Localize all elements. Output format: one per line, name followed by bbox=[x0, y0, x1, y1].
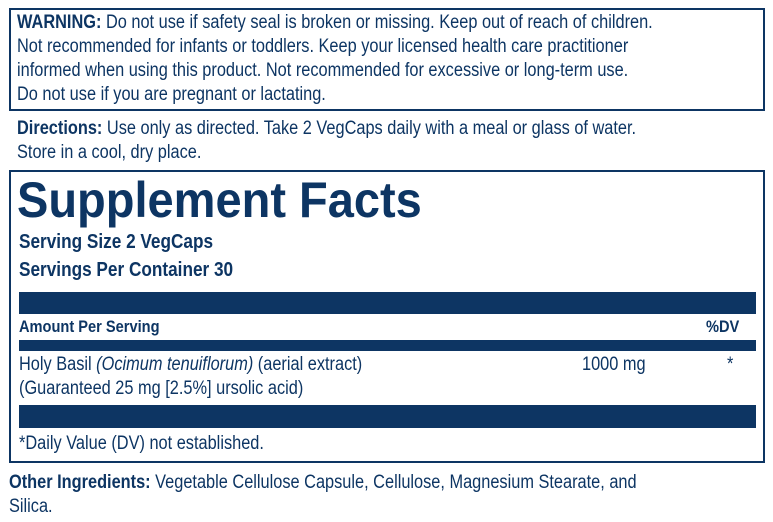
warning-line-3: informed when using this product. Not re… bbox=[17, 60, 629, 81]
thick-divider bbox=[19, 292, 756, 314]
supplement-facts-panel bbox=[9, 170, 765, 463]
other-ingredients-line-2: Silica. bbox=[9, 496, 53, 517]
serving-size: Serving Size 2 VegCaps bbox=[19, 231, 214, 253]
directions-text: Use only as directed. Take 2 VegCaps dai… bbox=[102, 118, 637, 139]
warning-line-1: WARNING: Do not use if safety seal is br… bbox=[17, 11, 653, 35]
warning-box bbox=[9, 8, 765, 111]
footnote: *Daily Value (DV) not established. bbox=[19, 433, 264, 454]
medium-divider bbox=[19, 340, 756, 351]
ingredient-note: (Guaranteed 25 mg [2.5%] ursolic acid) bbox=[19, 378, 304, 399]
facts-title: Supplement Facts bbox=[17, 172, 422, 228]
warning-label: WARNING: bbox=[17, 12, 102, 33]
other-ingredients-text: Vegetable Cellulose Capsule, Cellulose, … bbox=[150, 472, 637, 493]
warning-line-4: Do not use if you are pregnant or lactat… bbox=[17, 84, 326, 105]
amount-per-serving-header: Amount Per Serving bbox=[19, 317, 160, 336]
ingredient-latin-name: (Ocimum tenuiflorum) bbox=[96, 354, 254, 375]
ingredient-dv: * bbox=[727, 354, 734, 375]
other-ingredients-label: Other Ingredients: bbox=[9, 472, 151, 493]
ingredient-common-name: Holy Basil bbox=[19, 354, 97, 375]
ingredient-amount: 1000 mg bbox=[582, 354, 646, 375]
ingredient-part: (aerial extract) bbox=[253, 354, 363, 375]
dv-header: %DV bbox=[706, 317, 740, 336]
other-ingredients-line-1: Other Ingredients: Vegetable Cellulose C… bbox=[9, 471, 637, 495]
directions-line-2: Store in a cool, dry place. bbox=[17, 142, 202, 163]
directions-label: Directions: bbox=[17, 118, 103, 139]
warning-text: Do not use if safety seal is broken or m… bbox=[101, 12, 653, 33]
warning-line-2: Not recommended for infants or toddlers.… bbox=[17, 36, 629, 57]
bottom-divider bbox=[19, 405, 756, 428]
ingredient-name: Holy Basil (Ocimum tenuiflorum) (aerial … bbox=[19, 353, 362, 377]
directions-line-1: Directions: Use only as directed. Take 2… bbox=[17, 117, 636, 141]
servings-per-container: Servings Per Container 30 bbox=[19, 259, 234, 281]
